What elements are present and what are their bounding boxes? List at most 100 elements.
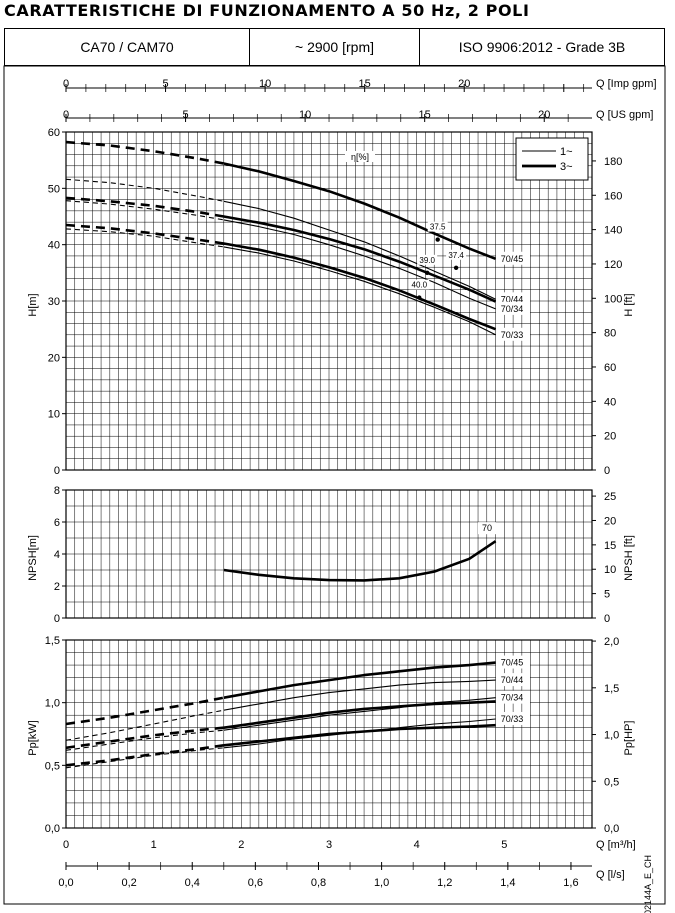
y-tick-label: 20 [48, 352, 60, 364]
series-label-bg [496, 673, 530, 687]
y-tick-label: 50 [48, 183, 60, 195]
y-right-tick-label: 10 [604, 564, 616, 576]
series-label-npsh: 70 [482, 523, 492, 533]
x-tick-label: 5 [501, 839, 507, 851]
series-label-bg [496, 327, 530, 341]
ls-tick-label: 1,0 [374, 877, 389, 889]
y-axis-label: Pp[kW] [27, 720, 39, 755]
series-line-70 [223, 540, 497, 582]
efficiency-label: η[%] [351, 152, 369, 162]
series-label-bg [496, 690, 530, 704]
series-label-70-34: 70/34 [501, 304, 524, 314]
top-axis-tick-label: 20 [538, 109, 550, 121]
series-label-70-45: 70/45 [501, 254, 524, 264]
y-right-tick-label: 5 [604, 589, 610, 601]
series-dashed-70-34 [65, 200, 224, 221]
y-right-tick-label: 0,5 [604, 776, 619, 788]
curves-layer [65, 140, 497, 769]
y-right-tick-label: 1,0 [604, 730, 619, 742]
legend-box [515, 137, 589, 181]
y-tick-label: 1,5 [45, 635, 60, 647]
series-line-70-34 [223, 219, 496, 310]
y-right-tick-label: 60 [604, 362, 616, 374]
ls-tick-label: 1,6 [563, 877, 578, 889]
top-axis-tick-label: 15 [359, 78, 371, 90]
y-right-tick-label: 1,5 [604, 683, 619, 695]
series-line-70-45 [223, 162, 497, 261]
ls-axis-label: Q [l/s] [596, 869, 625, 881]
top-axis-tick-label: 5 [162, 78, 168, 90]
eta-point-bg [409, 279, 430, 290]
y-right-tick-label: 20 [604, 431, 616, 443]
series-label-70-33: 70/33 [501, 330, 524, 340]
series-label-70-33: 70/33 [501, 714, 524, 724]
y-right-tick-label: 120 [604, 259, 622, 271]
y-right-tick-label: 25 [604, 491, 616, 503]
header-model: CA70 / CAM70 [5, 29, 250, 65]
y-tick-label: 0,5 [45, 760, 60, 772]
x-tick-label: 4 [414, 839, 420, 851]
legend-entry: 3~ [560, 161, 573, 173]
ls-tick-label: 1,2 [437, 877, 452, 889]
series-label-70-34: 70/34 [501, 693, 524, 703]
x-tick-label: 0 [63, 839, 69, 851]
y-right-tick-label: 180 [604, 156, 622, 168]
series-dashed-70-44 [65, 196, 225, 218]
x-tick-label: 1 [151, 839, 157, 851]
y-right-tick-label: 100 [604, 293, 622, 305]
y-tick-label: 0,0 [45, 823, 60, 835]
top-axis-tick-label: 0 [63, 78, 69, 90]
header-standard: ISO 9906:2012 - Grade 3B [458, 39, 626, 55]
y-tick-label: 60 [48, 127, 60, 139]
y-right-tick-label: 20 [604, 515, 616, 527]
y-tick-label: 10 [48, 409, 60, 421]
series-label-bg [496, 301, 530, 315]
eta-point-bg [427, 221, 448, 232]
y-right-tick-label: 2,0 [604, 636, 619, 648]
legend-entry: 1~ [560, 146, 573, 158]
efficiency-point [435, 237, 440, 242]
x-tick-label: 2 [238, 839, 244, 851]
efficiency-point [453, 265, 459, 270]
series-dashed-70-34 [65, 223, 224, 245]
efficiency-point-label: 39.0 [419, 256, 435, 265]
series-line-70-34 [223, 242, 497, 331]
y-right-axis-label: H [ft] [623, 293, 635, 316]
y-right-tick-label: 160 [604, 190, 622, 202]
top-axis-tick-label: 0 [63, 109, 69, 121]
series-line-70-44 [223, 200, 496, 300]
y-tick-label: 4 [54, 549, 60, 561]
series-label-bg [496, 655, 530, 669]
efficiency-point [417, 295, 422, 300]
y-axis-label: NPSH[m] [27, 535, 39, 581]
document-code: 02144A_E_CH [643, 855, 653, 913]
series-dashed-70-34 [65, 729, 224, 751]
ls-tick-label: 0,8 [311, 877, 326, 889]
y-right-tick-label: 0 [604, 465, 610, 477]
series-dashed-70-44 [65, 709, 224, 741]
ls-tick-label: 0,0 [58, 877, 73, 889]
series-label-bg [496, 251, 530, 265]
series-line-70-33 [223, 718, 496, 749]
grid-layer [62, 84, 596, 870]
series-label-70-44: 70/44 [501, 675, 524, 685]
x-tick-label: 3 [326, 839, 332, 851]
y-tick-label: 8 [54, 485, 60, 497]
y-tick-label: 0 [54, 465, 60, 477]
header-speed: ~ 2900 [rpm] [250, 29, 420, 65]
labels-layer: 0102030405060H[m]02040608010012014016018… [27, 78, 657, 889]
y-tick-label: 2 [54, 581, 60, 593]
y-tick-label: 6 [54, 517, 60, 529]
series-dashed-70-33 [65, 228, 224, 248]
efficiency-point-label: 37.5 [430, 223, 446, 232]
series-label-bg [496, 711, 530, 725]
series-dashed-70-33 [65, 747, 224, 769]
y-right-tick-label: 140 [604, 225, 622, 237]
ls-tick-label: 0,4 [185, 877, 200, 889]
efficiency-point-label: 40.0 [412, 281, 428, 290]
y-tick-label: 40 [48, 240, 60, 252]
y-right-tick-label: 0 [604, 613, 610, 625]
efficiency-point [424, 270, 430, 276]
series-dashed-70-34 [65, 744, 224, 767]
